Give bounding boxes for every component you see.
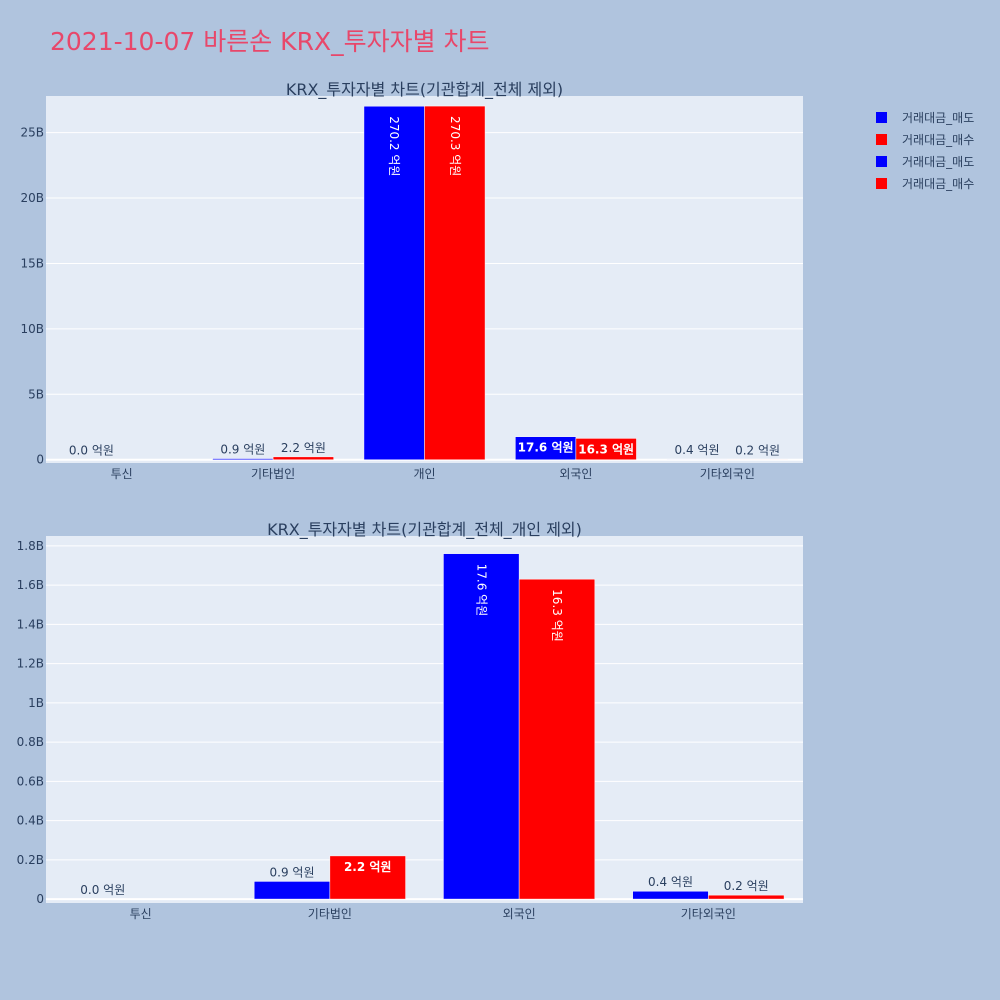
y-tick-label: 1.6B	[17, 578, 44, 592]
data-label: 270.2 억원	[387, 116, 401, 176]
bar	[518, 578, 596, 900]
data-label: 2.2 억원	[344, 860, 392, 874]
x-tick-label: 기타법인	[308, 907, 352, 921]
legend-label: 거래대금_매수	[902, 132, 975, 147]
y-tick-label: 25B	[20, 126, 44, 140]
legend-label: 거래대금_매도	[902, 154, 975, 169]
x-tick-label: 외국인	[559, 467, 592, 481]
y-tick-label: 0	[36, 892, 44, 906]
data-label: 16.3 억원	[578, 442, 634, 456]
bar	[632, 890, 709, 900]
data-label: 0.9 억원	[270, 865, 315, 879]
y-tick-label: 1.4B	[17, 617, 44, 631]
x-tick-label: 투신	[111, 467, 133, 481]
legend: 거래대금_매도 거래대금_매수 거래대금_매도 거래대금_매수	[876, 106, 974, 194]
chart-title: KRX_투자자별 차트(기관합계_전체 제외)	[286, 80, 563, 100]
legend-item[interactable]: 거래대금_매도	[876, 106, 974, 128]
bar	[253, 881, 331, 900]
bar	[272, 456, 334, 460]
bar	[329, 855, 406, 900]
page-title: 2021-10-07 바른손 KRX_투자자별 차트	[50, 27, 490, 56]
legend-item[interactable]: 거래대금_매수	[876, 128, 974, 150]
legend-item[interactable]: 거래대금_매수	[876, 172, 974, 194]
data-label: 0.2 억원	[735, 443, 780, 457]
y-tick-label: 1B	[28, 696, 44, 710]
x-tick-label: 기타법인	[251, 467, 295, 481]
bar	[424, 105, 486, 460]
y-tick-label: 0.4B	[17, 814, 44, 828]
data-label: 16.3 억원	[550, 589, 564, 642]
x-tick-label: 외국인	[503, 907, 536, 921]
y-tick-label: 10B	[20, 322, 44, 336]
y-tick-label: 0	[36, 453, 44, 467]
data-label: 0.4 억원	[648, 875, 693, 889]
x-tick-label: 기타외국인	[681, 907, 736, 921]
y-tick-label: 0.8B	[17, 735, 44, 749]
chart-title: KRX_투자자별 차트(기관합계_전체_개인 제외)	[267, 520, 582, 540]
bar	[575, 438, 637, 460]
y-tick-label: 1.2B	[17, 657, 44, 671]
legend-swatch	[876, 133, 887, 145]
y-tick-label: 1.8B	[17, 539, 44, 553]
y-tick-label: 0.6B	[17, 774, 44, 788]
legend-swatch	[876, 155, 887, 167]
plot-area	[46, 536, 803, 903]
data-label: 17.6 억원	[474, 564, 488, 617]
data-label: 0.9 억원	[220, 443, 265, 457]
data-label: 0.0 억원	[80, 883, 125, 897]
data-label: 2.2 억원	[281, 441, 326, 455]
y-tick-label: 0.2B	[17, 853, 44, 867]
data-label: 0.0 억원	[69, 444, 114, 458]
data-label: 0.4 억원	[675, 443, 720, 457]
data-label: 270.3 억원	[448, 116, 462, 176]
bar	[363, 105, 425, 460]
x-tick-label: 기타외국인	[700, 467, 755, 481]
bar	[443, 553, 520, 900]
chart-2: 0 0.2B 0.4B 0.6B 0.8B 1B 1.2B 1.4B 1.6B 1.8B KRX_투…	[17, 520, 803, 921]
legend-label: 거래대금_매도	[902, 110, 975, 125]
y-tick-label: 15B	[20, 256, 44, 270]
chart-1: 0 5B 10B 15B 20B 25B KRX_투자자별 차트(기관합계_전체 제외) 투신…	[20, 80, 803, 481]
y-tick-label: 5B	[28, 387, 44, 401]
legend-swatch	[876, 111, 887, 123]
bar	[212, 458, 274, 460]
data-label: 0.2 억원	[724, 879, 769, 893]
bar	[666, 458, 728, 460]
legend-label: 거래대금_매수	[902, 176, 975, 191]
legend-item[interactable]: 거래대금_매도	[876, 150, 974, 172]
x-tick-label: 개인	[413, 467, 435, 481]
legend-swatch	[876, 177, 887, 189]
x-tick-label: 투신	[130, 907, 152, 921]
data-label: 17.6 억원	[518, 441, 574, 455]
y-tick-label: 20B	[20, 191, 44, 205]
bar	[708, 894, 785, 900]
